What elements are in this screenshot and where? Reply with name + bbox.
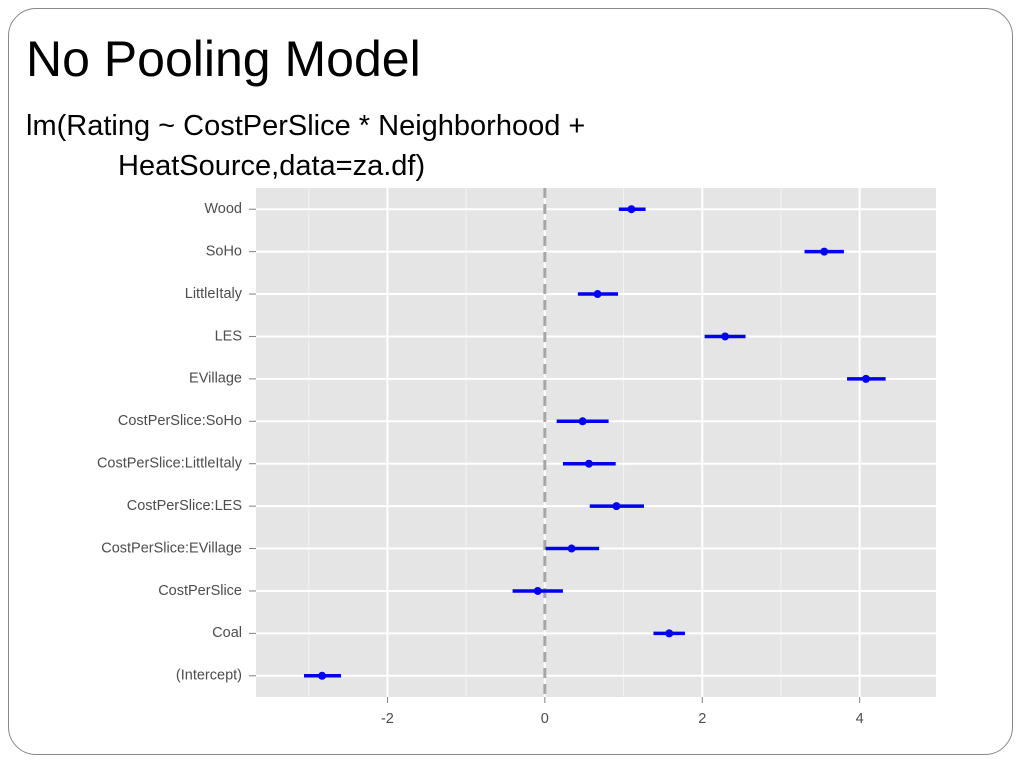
slide-frame	[8, 8, 1013, 755]
estimate	[533, 586, 542, 595]
y-tick-label: SoHo	[206, 243, 242, 259]
plot-background	[256, 188, 936, 697]
estimate	[861, 374, 870, 383]
estimate	[612, 502, 621, 511]
estimate	[318, 671, 327, 680]
estimate	[567, 544, 576, 553]
estimate	[578, 417, 587, 426]
slide-subtitle: lm(Rating ~ CostPerSlice * Neighborhood …	[26, 110, 586, 182]
estimate	[665, 629, 674, 638]
x-tick-label: 0	[541, 711, 549, 727]
y-tick-label: Coal	[212, 625, 242, 641]
estimate	[820, 247, 829, 256]
x-tick-label: 2	[698, 711, 706, 727]
estimate	[721, 332, 730, 341]
slide-title: No Pooling Model	[26, 31, 421, 87]
y-tick-label: EVillage	[189, 371, 242, 387]
y-tick-label: CostPerSlice:EVillage	[101, 540, 242, 556]
estimate	[584, 459, 593, 468]
y-tick-label: Wood	[204, 201, 242, 217]
estimate	[593, 290, 602, 299]
x-tick-label: 4	[856, 711, 864, 727]
y-tick-label: LittleItaly	[185, 286, 243, 302]
y-tick-label: (Intercept)	[176, 668, 242, 684]
y-tick-label: CostPerSlice:LittleItaly	[97, 456, 243, 472]
y-tick-label: LES	[215, 328, 242, 344]
x-tick-label: -2	[381, 711, 394, 727]
y-tick-label: CostPerSlice:LES	[127, 498, 242, 514]
y-tick-label: CostPerSlice:SoHo	[118, 413, 242, 429]
estimate	[627, 205, 636, 214]
y-tick-label: CostPerSlice	[158, 583, 242, 599]
